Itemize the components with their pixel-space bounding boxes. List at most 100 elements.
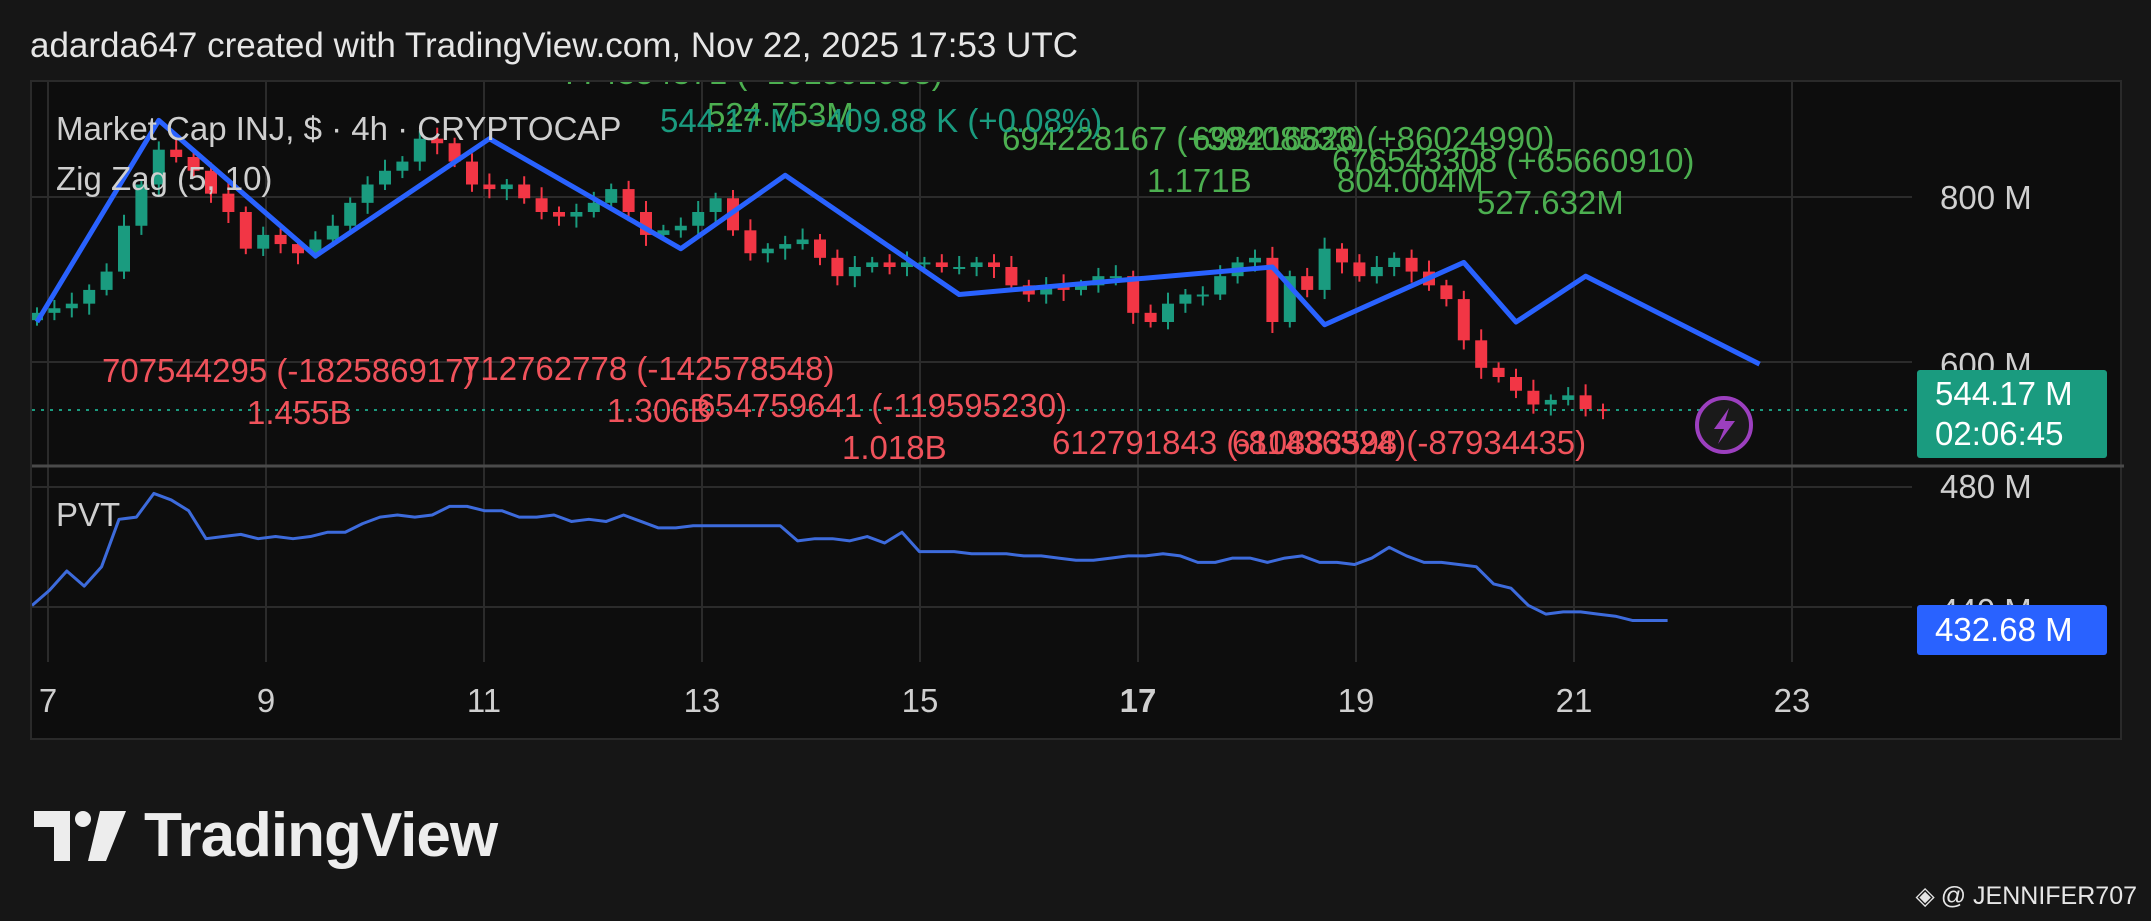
price-badge: 544.17 M 02:06:45 [1917, 370, 2107, 458]
candle [970, 262, 983, 267]
candle [1318, 248, 1331, 290]
candle [1249, 257, 1261, 263]
candle [1144, 312, 1157, 322]
zigzag-line [34, 117, 1761, 367]
candle [1544, 399, 1557, 405]
candle [988, 262, 1000, 267]
candle [309, 239, 322, 254]
pvt-line [32, 491, 1668, 623]
candle [779, 244, 792, 249]
x-tick-label: 23 [1774, 682, 1811, 719]
candle [326, 225, 339, 240]
candle [744, 230, 757, 254]
candle [796, 239, 809, 245]
zigzag-label: 698216826 (+86024990) [1192, 120, 1554, 157]
x-tick-label: 15 [902, 682, 939, 719]
candle [500, 184, 513, 190]
candle [587, 202, 600, 212]
candle [205, 170, 217, 194]
candle [1370, 267, 1383, 277]
candle [814, 239, 826, 258]
zigzag-label: 707544295 (-182586917) [102, 352, 475, 389]
candle [1040, 285, 1053, 295]
last-value-legend: 544.17 M [660, 102, 798, 139]
chart-header: adarda647 created with TradingView.com, … [30, 26, 1079, 65]
candle [274, 234, 287, 245]
candle [901, 262, 913, 267]
tradingview-mark-icon [34, 810, 126, 861]
candle [535, 198, 548, 212]
x-tick-label: 9 [257, 682, 275, 719]
zigzag-label: 694228167 (+39408533) [1002, 120, 1364, 157]
candle [848, 267, 861, 277]
candle [657, 230, 670, 235]
price-badge-value: 544.17 M [1935, 375, 2073, 412]
candle [431, 138, 444, 144]
x-tick-label: 11 [467, 682, 501, 719]
candle [239, 212, 252, 249]
zigzag-legend[interactable]: Zig Zag (5, 10) [56, 160, 273, 197]
candle [1005, 267, 1018, 286]
candle [1353, 262, 1366, 277]
candle [135, 184, 148, 226]
zigzag-volume-label: 527.632M [1477, 184, 1624, 221]
candle [1179, 294, 1192, 304]
symbol-legend[interactable]: Market Cap INJ, $ · 4h · CRYPTOCAP [56, 110, 622, 147]
zigzag-volume-label: 804.004M [1337, 162, 1484, 199]
candle [466, 161, 478, 185]
candle [170, 149, 183, 157]
candle [65, 303, 78, 309]
candle [1475, 340, 1488, 368]
zigzag-volume-label: 1.455B [247, 394, 352, 431]
zigzag-label: 676543308 (+65660910) [1332, 142, 1694, 179]
author-credit: ◈ @ JENNIFER707 [1916, 881, 2138, 911]
y-tick-label: 480 M [1940, 468, 2032, 505]
candle [396, 161, 409, 171]
candle [100, 271, 113, 290]
tradingview-logo[interactable]: TradingView [34, 800, 498, 871]
pvt-badge: 432.68 M [1917, 605, 2107, 655]
change-legend: −409.88 K (+0.08%) [806, 102, 1103, 139]
binance-icon: ◈ [1915, 882, 1935, 910]
candle [1336, 248, 1348, 263]
candle [187, 157, 200, 171]
zigzag-label: 612791843 (-81436324) [1052, 424, 1406, 461]
candle [692, 212, 705, 226]
x-tick-label: 13 [684, 682, 721, 719]
candle [413, 138, 426, 162]
candle [831, 257, 844, 277]
pvt-legend[interactable]: PVT [56, 496, 121, 533]
lightning-icon [1695, 396, 1753, 454]
candle [1075, 285, 1087, 290]
candle [1109, 276, 1122, 279]
pvt-badge-value: 432.68 M [1935, 611, 2073, 648]
zigzag-label: 712762778 (-142578548) [462, 350, 835, 387]
candle [1127, 276, 1140, 313]
candle [935, 262, 948, 267]
candle [379, 170, 391, 185]
zigzag-volume-label: 524.753M [707, 96, 854, 133]
candle [553, 212, 565, 217]
x-tick-label: 19 [1338, 682, 1375, 719]
candle [1492, 367, 1505, 377]
candle [761, 248, 774, 254]
candle [1527, 390, 1540, 405]
candle [118, 225, 130, 272]
candle [1388, 257, 1401, 267]
candle [483, 184, 496, 190]
candle [83, 289, 96, 304]
zigzag-volume-label: 1.306B [607, 392, 712, 429]
zigzag-label: 654759641 (-119595230) [697, 387, 1067, 424]
zigzag-volume-label: 1.018B [842, 429, 947, 466]
zigzag-label: 610883598 (-87934435) [1232, 424, 1586, 461]
candle [48, 308, 61, 313]
candle [918, 262, 931, 265]
candle [361, 184, 374, 203]
candle [1562, 395, 1575, 400]
tradingview-wordmark: TradingView [144, 801, 498, 870]
price-badge-countdown: 02:06:45 [1935, 415, 2064, 452]
y-tick-label: 800 M [1940, 179, 2032, 216]
candle [152, 149, 165, 185]
